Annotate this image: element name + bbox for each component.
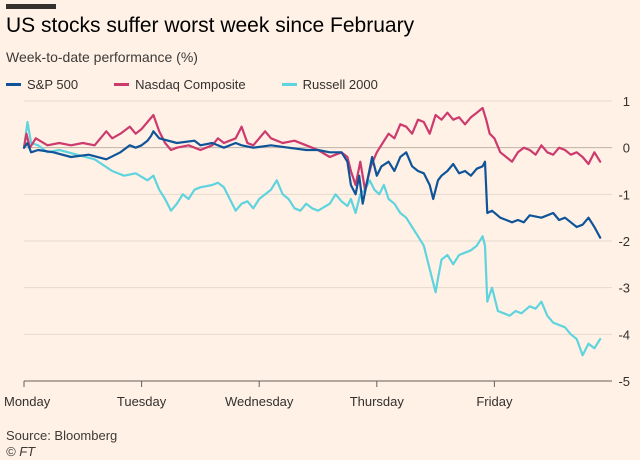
chart-title: US stocks suffer worst week since Februa… [6,14,415,37]
copyright-note: © FT [6,444,36,459]
legend-swatch-sp500 [6,83,21,86]
legend-swatch-russell [281,83,297,86]
y-tick-label-5: -4 [618,327,630,342]
legend-item-russell: Russell 2000 [281,77,378,92]
legend-item-sp500: S&P 500 [6,77,78,92]
y-tick-label-0: 1 [623,94,630,109]
x-tick-label-2: Wednesday [225,394,294,409]
ft-brand-bar [6,4,56,9]
x-tick-label-1: Tuesday [117,394,167,409]
y-tick-label-1: 0 [623,141,630,156]
legend-swatch-nasdaq [114,83,130,86]
legend-label-russell: Russell 2000 [302,77,378,92]
y-tick-label-6: -5 [618,374,630,389]
y-tick-label-4: -3 [618,281,630,296]
x-tick-label-3: Thursday [350,394,405,409]
x-tick-label-4: Friday [476,394,513,409]
y-tick-label-3: -2 [618,234,630,249]
x-tick-label-0: Monday [4,394,51,409]
legend-item-nasdaq: Nasdaq Composite [114,77,246,92]
y-tick-label-2: -1 [618,187,630,202]
legend-label-sp500: S&P 500 [27,77,79,92]
source-note: Source: Bloomberg [6,428,118,443]
chart-subtitle: Week-to-date performance (%) [6,49,198,65]
legend-label-nasdaq: Nasdaq Composite [135,77,246,92]
series-line-nasdaq-composite [22,106,602,191]
legend: S&P 500 Nasdaq Composite Russell 2000 [6,77,414,92]
series-line-russell-2000 [22,120,602,357]
series-line-s-p-500 [22,130,602,239]
